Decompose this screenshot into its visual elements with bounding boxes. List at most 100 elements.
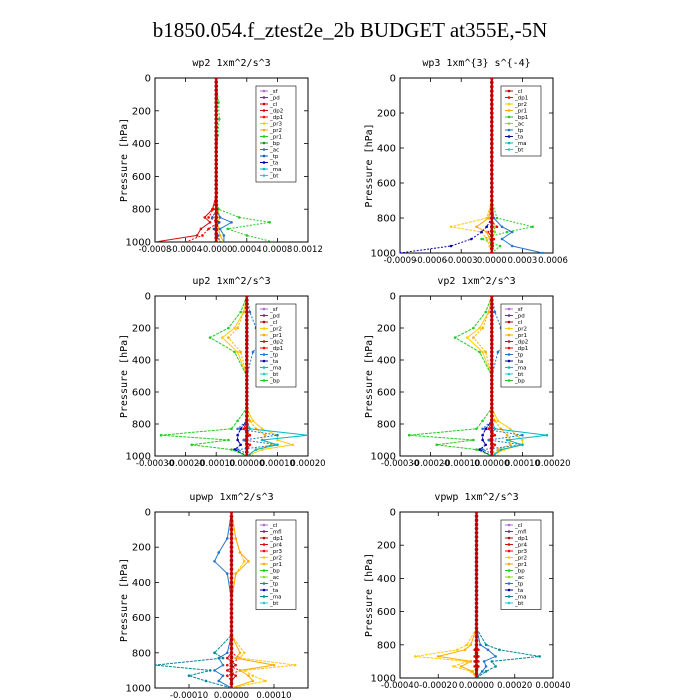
data-point [481, 427, 484, 431]
legend-marker [507, 549, 511, 553]
legend-label: _pr2 [514, 102, 527, 108]
legend-marker [262, 549, 266, 553]
legend-marker [262, 379, 266, 382]
data-point [251, 454, 255, 456]
plot-frame [399, 295, 554, 457]
legend-label: _bp [514, 379, 525, 385]
legend-marker [262, 96, 266, 99]
data-point [505, 438, 509, 442]
legend-label: _pr4 [514, 543, 528, 549]
legend-label: _pr4 [269, 543, 283, 549]
y-axis-label: Pressure [hPa] [364, 553, 375, 637]
data-point [236, 427, 239, 431]
data-point [493, 230, 497, 234]
data-point [479, 643, 482, 647]
data-point [230, 221, 233, 224]
legend-marker [262, 89, 266, 93]
data-point [487, 310, 491, 314]
data-point [242, 438, 246, 442]
series-line-pr1 [475, 78, 493, 253]
data-point [221, 663, 225, 667]
legend-label: _ta [269, 588, 278, 594]
x-tick-label: 0.00000 [229, 459, 264, 469]
y-tick-label: 600 [377, 388, 396, 399]
legend-label: _bt [269, 174, 279, 180]
legend: _sf_pd_cl_pr2_pr1_dp2_dp1_tp_ta_ma_bt_bp [500, 303, 542, 388]
legend-marker [507, 148, 511, 151]
legend-marker [262, 307, 266, 311]
legend-marker [507, 122, 511, 125]
series-group [155, 78, 275, 242]
data-point [227, 438, 230, 442]
x-tick-label: -0.00020 [419, 681, 457, 691]
data-point [221, 674, 225, 677]
y-tick-label: 0 [145, 74, 151, 85]
data-point [510, 230, 514, 234]
legend-marker [262, 569, 266, 572]
data-point [485, 225, 489, 229]
data-point [190, 443, 194, 447]
chart-panel-5: upwp 1xm^2/s^3 Pressure [hPa] 0 200 400 600 80… [119, 492, 309, 700]
legend-box [255, 303, 297, 388]
legend-marker [507, 372, 511, 376]
data-point [234, 572, 238, 575]
data-point [218, 216, 222, 219]
data-point [496, 419, 500, 423]
data-point [541, 251, 545, 253]
data-point [498, 648, 501, 652]
data-point [449, 244, 453, 248]
data-point [521, 433, 524, 437]
data-point [225, 674, 229, 677]
data-point [248, 443, 252, 447]
data-point [251, 419, 255, 423]
legend-label: _pr2 [514, 327, 527, 333]
legend-marker [507, 353, 511, 356]
x-tick-label: -0.00010 [442, 459, 480, 469]
data-point [484, 350, 487, 354]
data-point [272, 240, 275, 242]
data-point [242, 651, 246, 655]
x-tick-label: 0.0012 [293, 245, 323, 255]
legend-marker [262, 523, 266, 527]
data-point [234, 537, 238, 540]
legend-label: _bp [269, 141, 280, 147]
y-tick-label: 600 [132, 172, 151, 183]
data-point [238, 669, 242, 672]
y-tick-label: 800 [132, 648, 151, 659]
data-point [505, 230, 509, 234]
figure-title: b1850.054.f_ztest2e_2b BUDGET at355E,-5N [152, 18, 548, 42]
legend-marker [507, 109, 511, 112]
legend-label: _tp [269, 582, 279, 588]
legend-label: _bt [514, 372, 524, 378]
x-tick-label: 0.00040 [535, 681, 570, 691]
legend-label: _dp1 [269, 536, 283, 542]
x-tick-label: 0.00010 [256, 691, 291, 700]
x-tick-label: -0.00020 [411, 459, 449, 469]
data-point [452, 665, 455, 668]
data-point [494, 665, 497, 668]
data-point [493, 443, 497, 447]
data-point [435, 443, 439, 447]
legend-box [255, 519, 297, 610]
legend-label: _pr1 [514, 109, 527, 115]
y-tick-label: 200 [132, 106, 151, 117]
y-tick-label: 1000 [126, 452, 151, 463]
legend-marker [507, 536, 511, 540]
legend-label: _pr2 [269, 556, 282, 562]
data-point [484, 443, 487, 447]
series-line-tp [476, 512, 497, 678]
legend-marker [507, 128, 511, 132]
data-point [499, 448, 503, 451]
legend-label: _ta [269, 161, 278, 167]
y-tick-label: 0 [145, 508, 151, 519]
chart-panel-4: vp2 1xm^2/s^3 Pressure [hPa] 0 200 400 600 800… [364, 276, 571, 469]
legend-label: _cl [269, 320, 278, 326]
data-point [199, 227, 203, 231]
legend-marker [507, 141, 511, 145]
data-point [480, 670, 484, 673]
data-point [239, 350, 242, 354]
data-point [484, 670, 488, 673]
data-point [436, 655, 440, 658]
x-tick-label: -0.0006 [414, 256, 447, 266]
